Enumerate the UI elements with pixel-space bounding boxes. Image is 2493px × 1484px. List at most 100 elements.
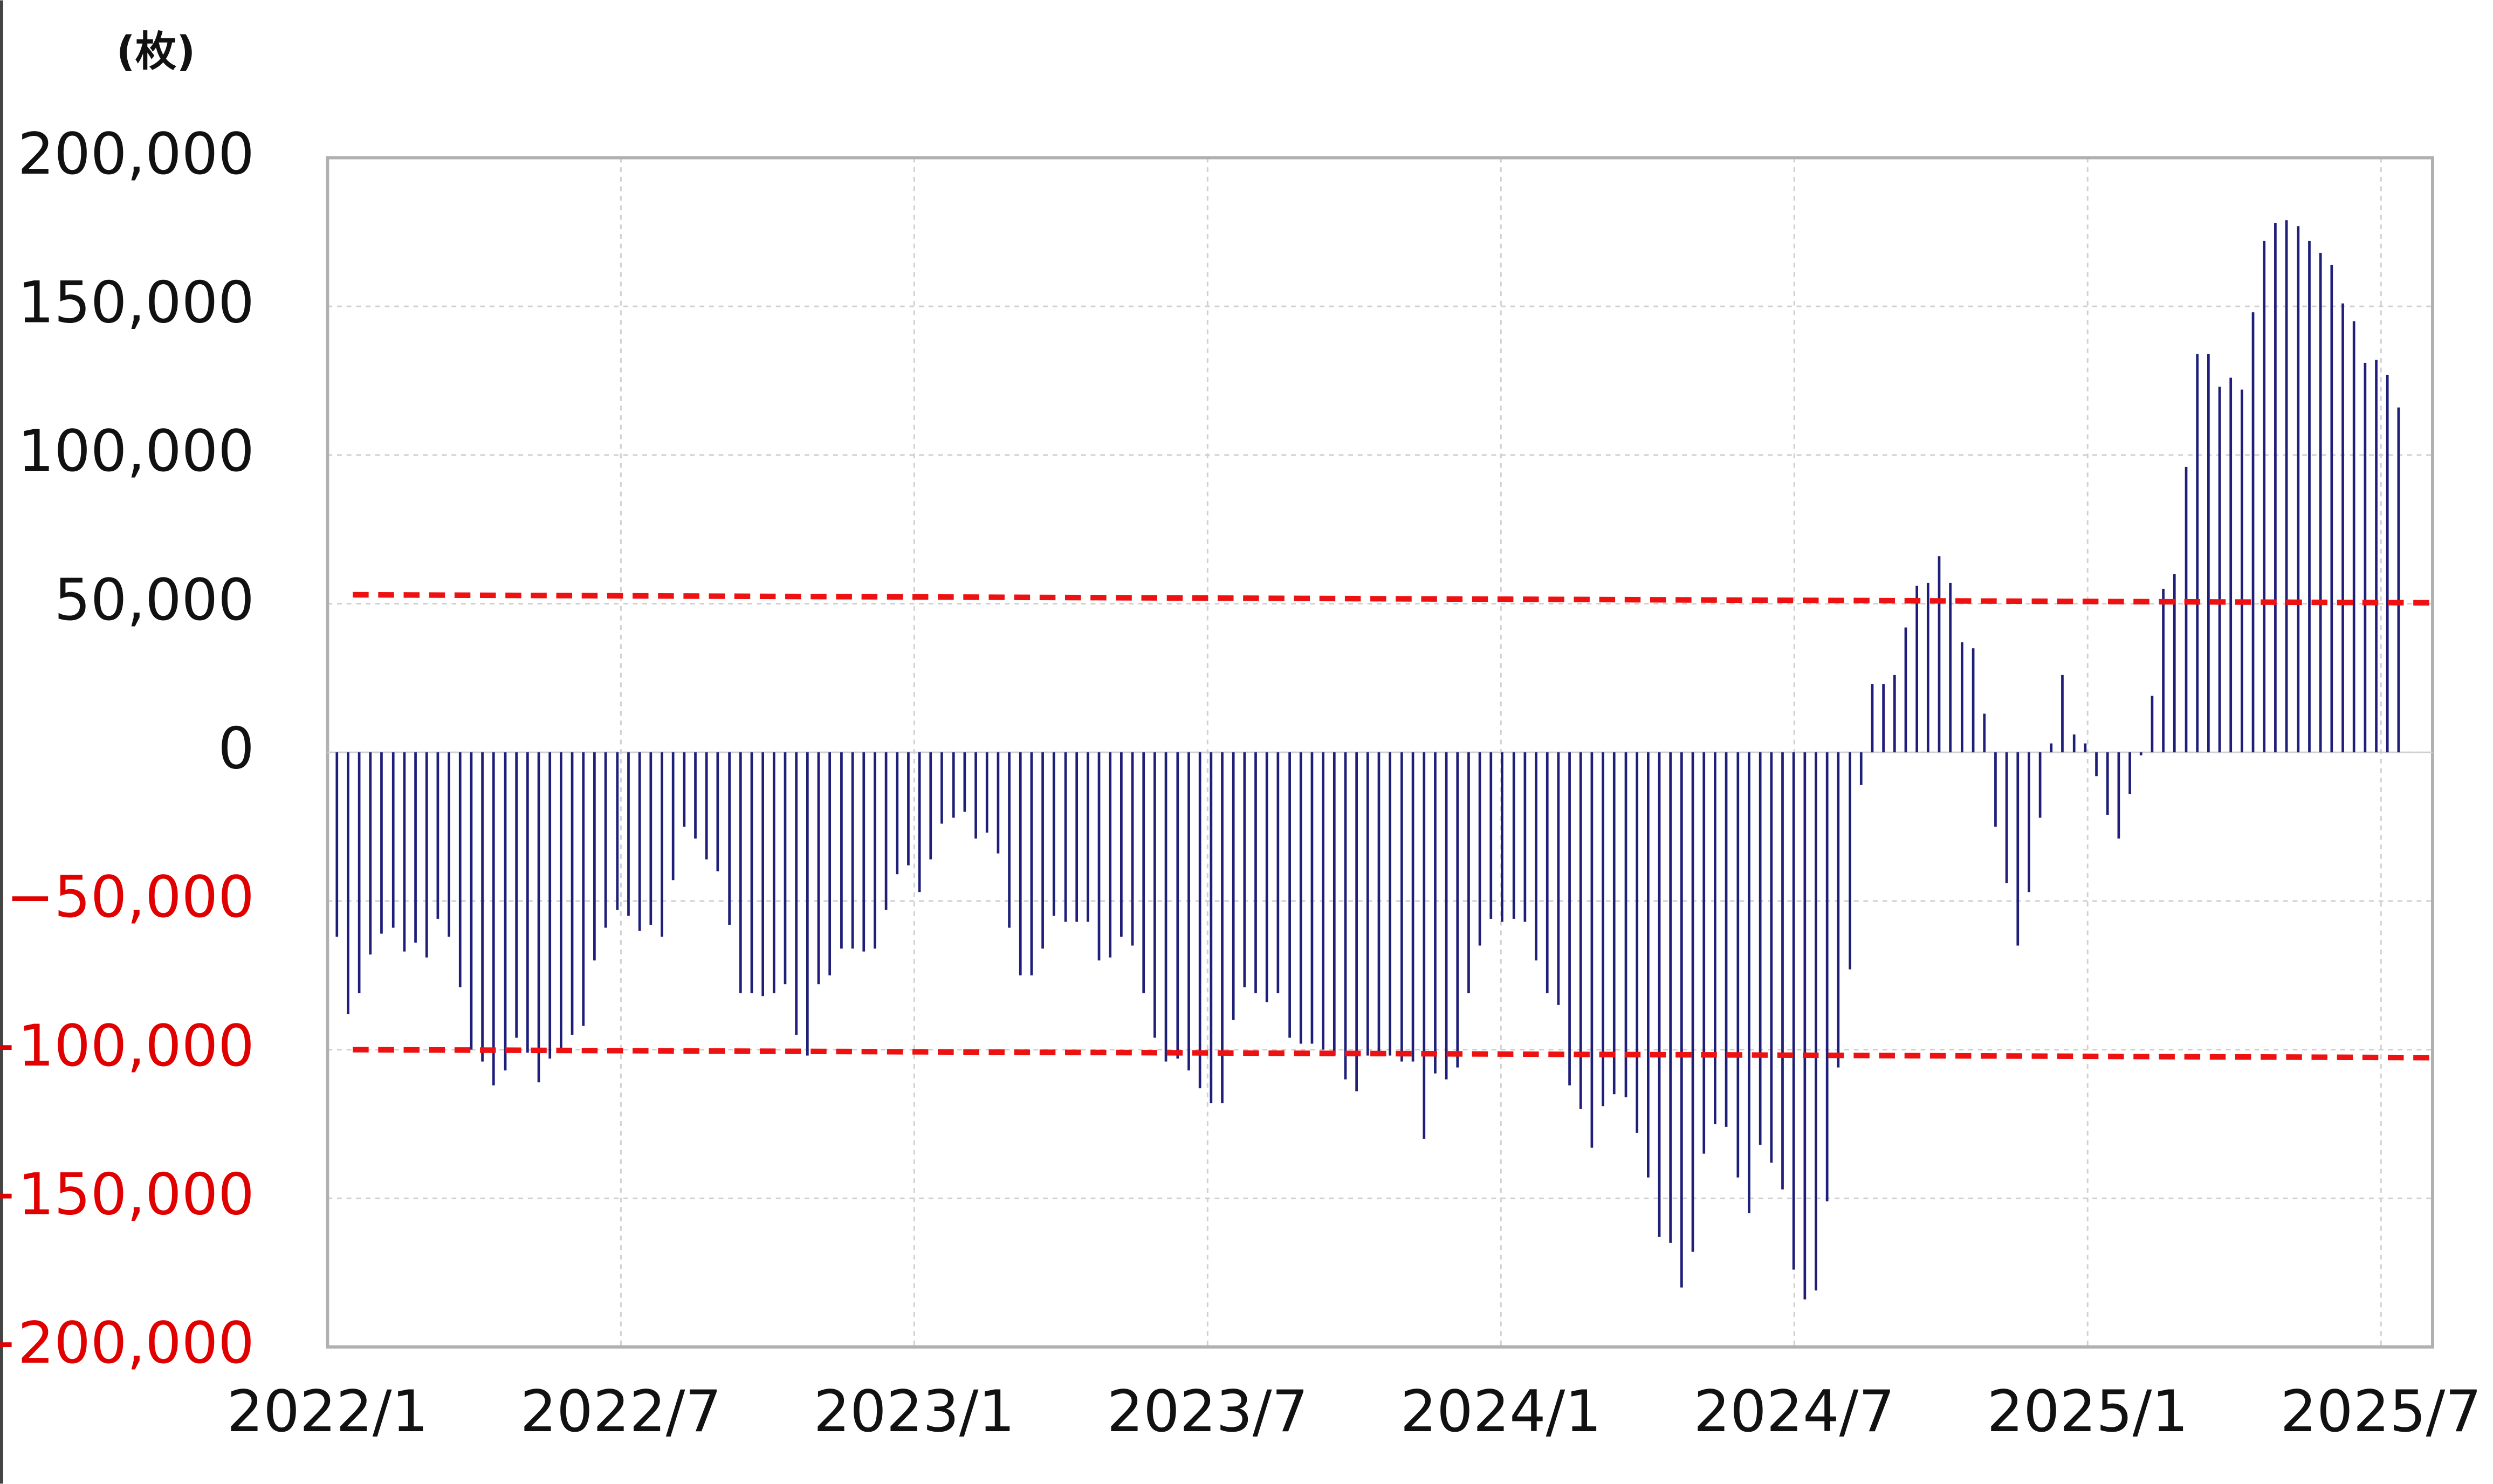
bar xyxy=(840,752,843,949)
bar xyxy=(728,752,731,925)
bar xyxy=(974,752,977,839)
bar xyxy=(683,752,686,827)
x-tick-label: 2025/7 xyxy=(2281,1378,2482,1445)
bar xyxy=(2285,220,2288,753)
x-tick-label: 2022/7 xyxy=(520,1378,722,1445)
bar xyxy=(1456,752,1459,1068)
bar xyxy=(1781,752,1784,1190)
bar xyxy=(884,752,888,910)
bar xyxy=(2364,362,2367,753)
bar xyxy=(347,752,349,1014)
bar xyxy=(358,752,361,993)
bar xyxy=(1535,752,1537,961)
bar xyxy=(1837,752,1840,1068)
bar xyxy=(851,752,854,949)
bar xyxy=(1489,752,1493,919)
bar xyxy=(1434,752,1437,1074)
y-tick-label: −150,000 xyxy=(0,1161,255,1228)
bar xyxy=(1915,586,1919,753)
bar xyxy=(414,752,417,943)
bar xyxy=(1803,752,1807,1300)
bar xyxy=(1770,752,1773,1163)
bar xyxy=(1288,752,1291,1038)
bar xyxy=(1097,752,1101,961)
bar xyxy=(2308,241,2311,753)
bar xyxy=(380,752,383,934)
bar xyxy=(2341,303,2344,753)
y-tick-label: 50,000 xyxy=(54,567,254,634)
bar xyxy=(671,752,675,881)
bar xyxy=(2196,354,2199,753)
bar xyxy=(1086,752,1089,922)
bar xyxy=(1153,752,1156,1038)
bar xyxy=(1019,752,1022,975)
bar xyxy=(425,752,428,958)
bar xyxy=(705,752,708,860)
bar xyxy=(616,752,619,910)
bar xyxy=(1276,752,1280,993)
bar xyxy=(1725,752,1728,1127)
bar xyxy=(2117,752,2120,839)
bar xyxy=(1411,752,1414,1062)
bar xyxy=(448,752,450,937)
y-tick-label: 150,000 xyxy=(18,269,255,336)
bar xyxy=(335,752,339,937)
bar xyxy=(2274,223,2277,753)
bar xyxy=(1825,752,1829,1201)
bar xyxy=(750,752,753,993)
bar xyxy=(1949,582,1952,753)
bar xyxy=(1736,752,1740,1178)
bar xyxy=(985,752,988,833)
bar xyxy=(2251,312,2255,753)
bar xyxy=(2151,696,2154,753)
y-tick-label: −100,000 xyxy=(0,1013,255,1080)
bar xyxy=(1815,752,1817,1291)
bar xyxy=(1702,752,1706,1154)
bar xyxy=(1344,752,1347,1080)
bar xyxy=(1994,752,1997,827)
bar xyxy=(369,752,372,955)
x-tick-label: 2024/7 xyxy=(1694,1378,1895,1445)
bar xyxy=(2173,574,2176,753)
bar xyxy=(1501,752,1503,922)
bar xyxy=(504,752,507,1071)
bar xyxy=(1691,752,1694,1252)
bar xyxy=(1333,752,1336,1056)
bar xyxy=(1008,752,1011,928)
bar xyxy=(458,752,462,987)
bar xyxy=(1131,752,1134,946)
bar xyxy=(918,752,921,892)
bar xyxy=(1624,752,1627,1097)
bar xyxy=(492,752,495,1085)
bar xyxy=(1075,752,1079,922)
bar xyxy=(1792,752,1795,1270)
bar xyxy=(2352,321,2355,753)
bar xyxy=(1590,752,1594,1148)
bar xyxy=(1389,752,1392,1056)
bar xyxy=(2229,377,2233,753)
bar xyxy=(2095,752,2098,777)
bar xyxy=(1523,752,1527,922)
bar xyxy=(997,752,1000,854)
bar xyxy=(2106,752,2109,815)
bar xyxy=(515,752,518,1038)
bar xyxy=(1557,752,1560,1005)
bar xyxy=(2050,743,2053,753)
bar xyxy=(952,752,955,818)
bar xyxy=(739,752,742,993)
bar xyxy=(582,752,585,1026)
bar xyxy=(1938,556,1941,753)
bar xyxy=(1512,752,1515,919)
bar xyxy=(1926,582,1929,753)
bar xyxy=(761,752,764,997)
bar xyxy=(862,752,866,952)
bar xyxy=(2319,252,2322,753)
bar xyxy=(929,752,932,860)
bar xyxy=(963,752,966,812)
reference-line xyxy=(353,1047,2433,1061)
bar xyxy=(392,752,395,928)
bar xyxy=(828,752,832,975)
bar xyxy=(1893,675,1896,753)
